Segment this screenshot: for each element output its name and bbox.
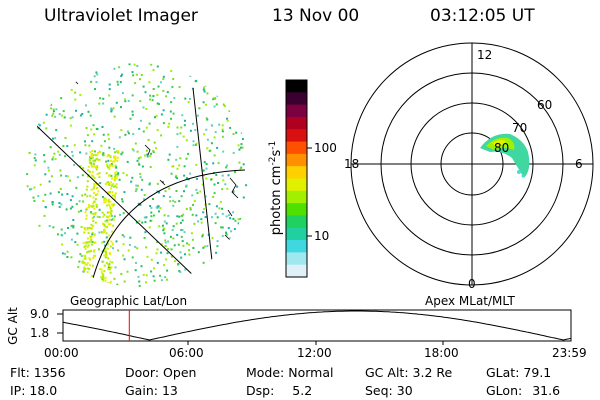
altitude-plot xyxy=(57,309,572,345)
ip-field: IP: 18.0 xyxy=(10,383,58,398)
polar-label-mlt-6: 6 xyxy=(575,157,583,171)
polar-label-mlt-12: 12 xyxy=(477,48,493,62)
time-tick-label: 18:00 xyxy=(424,346,459,360)
colorbar-segment xyxy=(286,129,307,143)
colorbar-segment xyxy=(286,227,307,241)
mode-field: Mode: Normal xyxy=(246,365,334,380)
polar-ring-label: 80 xyxy=(494,141,510,155)
gain-field: Gain: 13 xyxy=(125,383,178,398)
glat-field: GLat: 79.1 xyxy=(486,365,552,380)
colorbar-tick-label: 10 xyxy=(314,229,330,243)
colorbar-segment xyxy=(286,141,307,155)
colorbar-segment xyxy=(286,203,307,217)
time-tick-label: 06:00 xyxy=(169,346,204,360)
altitude-axis-label: GC Alt xyxy=(6,307,20,345)
time-tick-label: 23:59 xyxy=(552,346,587,360)
colorbar-segment xyxy=(286,92,307,106)
altitude-tick-label: 1.8 xyxy=(30,326,50,340)
seq-field: Seq: 30 xyxy=(365,383,413,398)
left-panel-label: Geographic Lat/Lon xyxy=(70,294,188,308)
polar-ring-label: 60 xyxy=(537,98,553,112)
colorbar-segment xyxy=(286,166,307,180)
dsp-field: Dsp: 5.2 xyxy=(246,383,313,398)
colorbar xyxy=(285,79,312,278)
colorbar-tick-label: 100 xyxy=(314,141,337,155)
time-tick-label: 00:00 xyxy=(44,346,79,360)
app-title: Ultraviolet Imager xyxy=(44,6,198,26)
date-display: 13 Nov 00 xyxy=(272,6,360,26)
polar-ring-label: 70 xyxy=(512,121,528,135)
door-field: Door: Open xyxy=(125,365,197,380)
grid-line xyxy=(192,87,214,271)
colorbar-segment xyxy=(286,252,307,266)
colorbar-segment xyxy=(286,178,307,192)
gcalt-field: GC Alt: 3.2 Re xyxy=(365,365,453,380)
colorbar-segment xyxy=(286,264,307,278)
altitude-tick-label: 9.0 xyxy=(30,307,50,321)
polar-label-mlt-18: 18 xyxy=(344,157,360,171)
polar-plot xyxy=(350,42,594,286)
geographic-image xyxy=(26,63,248,287)
colorbar-segment xyxy=(286,190,307,204)
right-panel-label: Apex MLat/MLT xyxy=(425,294,515,308)
colorbar-segment xyxy=(286,116,307,130)
colorbar-segment xyxy=(286,104,307,118)
colorbar-segment xyxy=(286,80,307,93)
flt-field: Flt: 1356 xyxy=(10,365,66,380)
glon-field: GLon: 31.6 xyxy=(486,383,561,398)
colorbar-segment xyxy=(286,215,307,229)
colorbar-unit-label: photon cm-2s-1 xyxy=(267,140,285,236)
altitude-curve xyxy=(62,310,572,341)
colorbar-segment xyxy=(286,240,307,253)
auroral-emission xyxy=(480,133,530,178)
grid-line xyxy=(26,109,197,279)
colorbar-segment xyxy=(286,153,307,167)
time-display: 03:12:05 UT xyxy=(430,6,535,26)
time-tick-label: 12:00 xyxy=(297,346,332,360)
polar-label-mlt-0: 0 xyxy=(468,277,476,291)
grid-arc xyxy=(91,169,246,283)
